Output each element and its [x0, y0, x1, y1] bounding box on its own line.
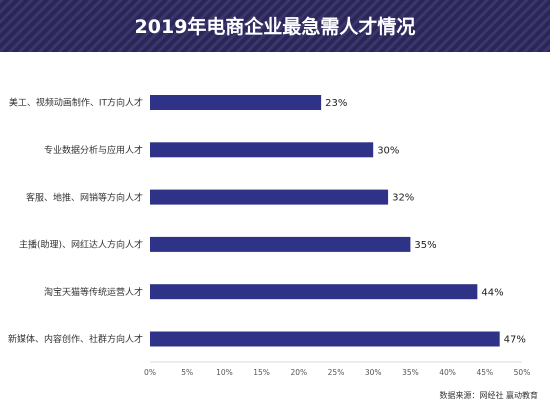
value-label: 32% [392, 193, 414, 204]
bar [150, 284, 478, 300]
x-tick-label: 15% [253, 368, 270, 377]
x-tick-label: 10% [216, 368, 233, 377]
x-tick-labels-group: 0% 5% 10% 15% 20% 25% 30% 35% 40% 45% 50% [144, 368, 530, 377]
value-labels-group: 23% 30% 32% 35% 44% 47% [325, 98, 526, 346]
x-tick-label: 40% [439, 368, 456, 377]
chart-title: 2019年电商企业最急需人才情况 [135, 15, 416, 38]
bar [150, 95, 322, 110]
category-label: 客服、地推、网销等方向人才 [26, 191, 143, 203]
bar [150, 331, 500, 347]
source-note: 数据来源：网经社 赢动教育 [439, 390, 538, 400]
value-label: 35% [414, 240, 436, 251]
title-banner: 2019年电商企业最急需人才情况 [0, 0, 550, 52]
value-label: 30% [377, 145, 399, 156]
value-label: 47% [504, 335, 526, 346]
title-banner-background [0, 0, 550, 52]
x-tick-label: 20% [290, 368, 307, 377]
category-label: 新媒体、内容创作、社群方向人才 [8, 333, 143, 345]
x-tick-label: 25% [328, 368, 345, 377]
x-tick-label: 30% [365, 368, 382, 377]
category-label: 美工、视频动画制作、IT方向人才 [9, 97, 143, 109]
x-tick-label: 5% [181, 368, 193, 377]
bar [150, 189, 389, 205]
category-label: 主播(助理)、网红达人方向人才 [19, 239, 143, 251]
bar [150, 142, 374, 158]
value-label: 23% [325, 98, 347, 109]
category-label: 专业数据分析与应用人才 [44, 144, 143, 156]
category-labels-group: 美工、视频动画制作、IT方向人才专业数据分析与应用人才客服、地推、网销等方向人才… [8, 97, 143, 346]
x-tick-label: 0% [144, 368, 156, 377]
bar [150, 236, 411, 252]
value-label: 44% [481, 287, 503, 298]
category-label: 淘宝天猫等传统运营人才 [44, 286, 143, 298]
x-tick-label: 35% [402, 368, 419, 377]
x-tick-label: 45% [476, 368, 493, 377]
x-tick-label: 50% [514, 368, 531, 377]
bars-group [150, 95, 500, 347]
